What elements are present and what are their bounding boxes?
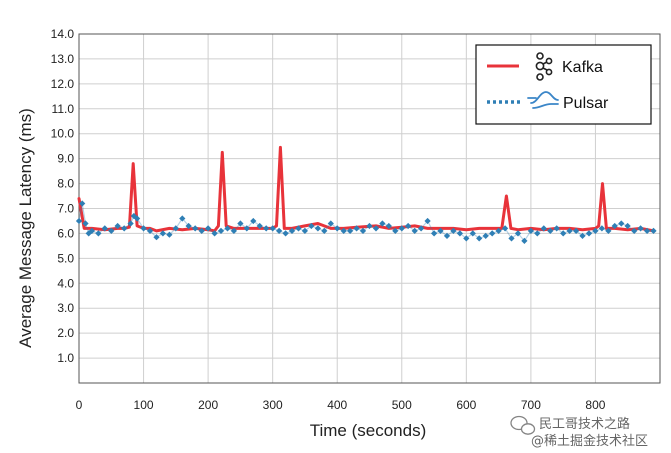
y-tick-label: 3.0 xyxy=(57,301,74,315)
y-tick-label: 6.0 xyxy=(57,226,74,240)
pulsar-data-point xyxy=(489,230,496,237)
x-tick-label: 400 xyxy=(327,398,347,412)
x-tick-label: 700 xyxy=(521,398,541,412)
x-tick-label: 600 xyxy=(456,398,476,412)
pulsar-data-point xyxy=(101,225,108,232)
pulsar-data-point xyxy=(82,220,89,227)
pulsar-data-point xyxy=(243,225,250,232)
pulsar-data-point xyxy=(153,234,160,241)
pulsar-data-point xyxy=(585,230,593,237)
y-tick-label: 2.0 xyxy=(57,326,74,340)
pulsar-data-point xyxy=(95,230,102,237)
watermark-line-2: @稀土掘金技术社区 xyxy=(531,433,648,449)
watermark-line-1: 民工哥技术之路 xyxy=(539,416,630,432)
pulsar-data-point xyxy=(618,220,625,227)
legend-box xyxy=(475,44,652,125)
pulsar-data-point xyxy=(146,227,154,235)
pulsar-data-point xyxy=(79,200,86,207)
y-tick-label: 1.0 xyxy=(57,351,74,365)
pulsar-data-point xyxy=(256,222,263,230)
kafka-series-line xyxy=(77,145,655,233)
wechat-icon xyxy=(510,415,536,435)
y-tick-label: 13.0 xyxy=(51,52,75,66)
y-tick-label: 12.0 xyxy=(51,77,75,91)
pulsar-data-point xyxy=(282,230,289,237)
pulsar-data-point xyxy=(179,215,186,222)
pulsar-data-point xyxy=(88,227,96,235)
x-tick-label: 200 xyxy=(198,398,218,412)
pulsar-data-point xyxy=(308,222,315,230)
series-layer xyxy=(75,145,657,245)
x-tick-label: 300 xyxy=(263,398,283,412)
pulsar-series-line xyxy=(78,203,654,242)
y-axis-ticks: 1.0 2.0 3.0 4.0 5.0 6.0 7.0 8.0 9.0 10.0 11.0 12.0 1… xyxy=(51,27,75,365)
x-tick-label: 100 xyxy=(134,398,154,412)
y-tick-label: 10.0 xyxy=(51,127,75,141)
pulsar-data-point xyxy=(198,227,205,235)
pulsar-logo-icon xyxy=(527,91,559,109)
pulsar-data-point xyxy=(508,235,515,242)
pulsar-data-point xyxy=(637,225,644,232)
pulsar-data-point xyxy=(166,231,173,238)
x-axis-title: Time (seconds) xyxy=(310,421,427,440)
y-tick-label: 14.0 xyxy=(51,27,75,41)
pulsar-data-point xyxy=(237,220,244,227)
y-tick-label: 5.0 xyxy=(57,251,74,265)
pulsar-data-point xyxy=(314,225,322,232)
pulsar-data-point xyxy=(217,227,225,235)
pulsar-data-point xyxy=(430,230,438,237)
legend: Kafka Pulsar xyxy=(475,44,652,125)
plot-area xyxy=(78,33,661,384)
x-tick-label: 800 xyxy=(585,398,605,412)
y-tick-label: 9.0 xyxy=(57,152,74,166)
x-tick-label: 0 xyxy=(76,398,83,412)
y-tick-label: 11.0 xyxy=(52,102,75,116)
pulsar-data-point xyxy=(385,222,392,230)
pulsar-data-point xyxy=(172,225,179,232)
y-tick-label: 8.0 xyxy=(57,177,74,191)
pulsar-data-point xyxy=(230,227,238,235)
legend-kafka-label: Kafka xyxy=(562,59,603,76)
pulsar-data-point xyxy=(108,227,115,235)
watermark: 民工哥技术之路 @稀土掘金技术社区 xyxy=(510,415,648,449)
y-tick-label: 7.0 xyxy=(57,202,74,216)
pulsar-data-point xyxy=(224,225,231,232)
kafka-logo-icon xyxy=(535,52,553,81)
pulsar-data-point xyxy=(75,217,83,225)
y-axis-title: Average Message Latency (ms) xyxy=(16,108,35,348)
y-tick-label: 4.0 xyxy=(57,276,74,290)
pulsar-data-point xyxy=(263,225,270,232)
x-tick-label: 500 xyxy=(392,398,412,412)
x-axis-ticks: 0 100 200 300 400 500 600 700 800 xyxy=(76,398,606,412)
pulsar-data-point xyxy=(159,230,167,237)
pulsar-data-point xyxy=(121,225,128,232)
legend-pulsar-label: Pulsar xyxy=(563,95,609,112)
pulsar-data-point xyxy=(250,217,257,225)
pulsar-data-point xyxy=(192,225,199,232)
